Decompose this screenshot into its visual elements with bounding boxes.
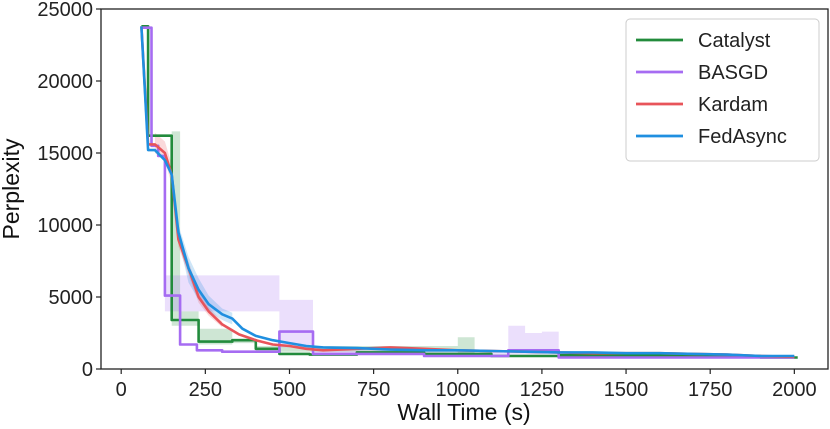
series-lines	[140, 25, 798, 359]
y-tick-label: 15000	[37, 143, 93, 165]
legend-label-fedasync: FedAsync	[698, 126, 787, 148]
x-tick-label: 250	[189, 379, 222, 401]
x-tick-label: 1500	[604, 379, 649, 401]
legend-label-basgd: BASGD	[698, 62, 768, 84]
legend-label-kardam: Kardam	[698, 94, 768, 116]
legend-label-catalyst: Catalyst	[698, 30, 771, 52]
x-tick-label: 2000	[772, 379, 817, 401]
x-axis-ticks: 0 250 500 750 1000 1250 1500 1750 2000	[116, 369, 817, 401]
x-tick-label: 750	[357, 379, 390, 401]
x-tick-label: 1000	[436, 379, 481, 401]
basgd-band	[164, 275, 559, 358]
y-tick-label: 10000	[37, 215, 93, 237]
confidence-bands	[154, 131, 559, 358]
x-tick-label: 500	[273, 379, 306, 401]
x-tick-label: 1750	[688, 379, 733, 401]
y-tick-label: 20000	[37, 71, 93, 93]
x-tick-label: 0	[116, 379, 127, 401]
y-tick-label: 5000	[49, 287, 94, 309]
legend-box	[625, 18, 820, 162]
x-axis-label: Wall Time (s)	[397, 399, 530, 425]
y-tick-label: 0	[82, 359, 93, 381]
y-tick-label: 25000	[37, 0, 93, 21]
catalyst-line	[141, 25, 798, 359]
fedasync-line	[140, 26, 795, 358]
y-axis-label: Perplexity	[0, 138, 24, 239]
plot-frame	[100, 8, 829, 370]
catalyst-band	[171, 131, 475, 355]
y-axis-ticks: 0 5000 10000 15000 20000 25000	[37, 0, 101, 381]
x-tick-label: 1250	[520, 379, 565, 401]
legend: Catalyst BASGD Kardam FedAsync	[625, 18, 820, 162]
